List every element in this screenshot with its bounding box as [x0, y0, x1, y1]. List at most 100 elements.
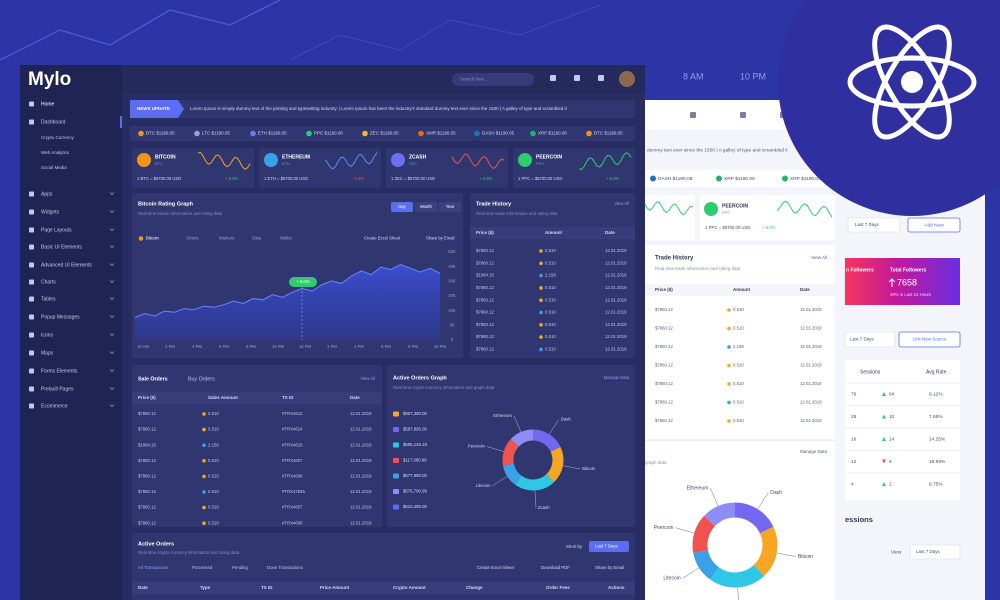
table-cell: $7860.12: [476, 347, 495, 352]
ticker-item: ETH $1190.05: [258, 131, 287, 136]
card-title: Active Orders Graph: [393, 375, 447, 381]
table-cell: 12.01.2019: [605, 273, 627, 278]
y-tick-label: 0: [451, 337, 454, 342]
table-cell: $1084.15: [476, 273, 495, 278]
donut-leader: [492, 476, 508, 486]
table-cell: 0.510: [208, 427, 219, 432]
table-cell: 12.01.2019: [350, 474, 372, 479]
orders-action: Create Excel Sheet: [477, 565, 515, 570]
coin-dot: [586, 130, 592, 137]
menu-chevron: [109, 333, 115, 337]
table-cell: $7860.12: [655, 381, 674, 386]
table-cell: $7860.12: [138, 520, 157, 525]
table-cell: $1084.15: [138, 442, 157, 447]
table-cell: 12.01.2019: [800, 344, 822, 349]
table-cell: $7860.12: [138, 489, 157, 494]
table-cell: #TRX4608: [282, 474, 303, 479]
donut-label: Bitcoin: [798, 554, 813, 560]
menu-chevron: [109, 280, 115, 284]
coin-rate: 1 ZEC = $5700.00 USD: [391, 176, 435, 181]
coin-dot: [138, 130, 144, 137]
ticker-item: PPC $1190.05: [314, 131, 343, 136]
table-cell: 12.01.2019: [800, 363, 822, 368]
table-cell: 0.510: [208, 474, 219, 479]
coin-dot: [306, 130, 312, 137]
menu-icon: [29, 227, 34, 233]
coin-symbol: PPC: [722, 210, 730, 215]
followers-note: 48% in Last 24 Hours: [890, 292, 931, 297]
amount-dot: [202, 427, 206, 432]
x-tick-label: 4 PM: [192, 344, 202, 349]
table-cell: 12.01.2019: [605, 297, 627, 302]
add-button[interactable]: [907, 217, 961, 233]
ticker-item: BTC $1190.05: [594, 131, 623, 136]
donut-label: Peercoin: [654, 525, 674, 531]
table-header: [132, 392, 382, 404]
coin-symbol: ZEC: [409, 161, 417, 166]
donut-leader: [486, 446, 504, 452]
table-cell: 0.510: [733, 418, 744, 423]
x-tick-label: 8 PM: [408, 344, 418, 349]
table-cell: $7860.12: [655, 344, 674, 349]
amount-dot: [727, 419, 731, 423]
y-tick-label: 40K: [448, 264, 456, 269]
avatar: [619, 71, 635, 87]
legend-amount: $596,146.18: [403, 442, 428, 447]
trend-arrow: [882, 392, 886, 396]
table-cell: 0.510: [545, 260, 556, 265]
amount-dot: [202, 412, 206, 416]
table-cell: 6: [889, 459, 892, 465]
table-cell: 12: [851, 459, 857, 465]
table-cell: $7860.12: [655, 363, 674, 368]
donut-segment: [532, 429, 561, 453]
donut-label: Litecoin: [476, 483, 491, 488]
table-cell: 0.510: [208, 505, 219, 510]
search-placeholder: Search here...: [460, 77, 488, 82]
orders-tab: Done Transactions: [267, 565, 303, 570]
table-cell: 0.510: [545, 334, 556, 339]
time-label: 10 PM: [740, 71, 766, 81]
sales-tab: Sale Orders: [138, 376, 168, 382]
menu-item: Tables: [41, 296, 56, 302]
menu-icon: [29, 386, 34, 392]
menu-icon: [29, 191, 34, 197]
period-button: [439, 202, 461, 212]
legend-amount: $957,380.00: [403, 411, 428, 416]
table-cell: $7860.12: [655, 326, 674, 331]
tooltip-text: + 6.0%: [296, 279, 310, 284]
menu-item: Dashboard: [41, 119, 66, 125]
sales-card: [132, 365, 382, 527]
sort-value: Last 7 Days: [595, 544, 618, 549]
column-header: Change: [466, 585, 483, 590]
table-cell: #TRX4607: [282, 458, 303, 463]
x-tick-label: 2 PM: [327, 344, 337, 349]
table-cell: 0.510: [733, 307, 744, 312]
table-header: [132, 582, 635, 594]
coin-card: [132, 148, 254, 188]
x-tick-label: 6 PM: [381, 344, 391, 349]
table-cell: 14.25%: [929, 436, 946, 442]
menu-chevron: [109, 387, 115, 391]
donut-segment: [510, 429, 534, 447]
link-button[interactable]: [898, 331, 961, 348]
graph-action: Create Excel Sheet: [364, 236, 401, 241]
menu-icon: [29, 350, 34, 356]
table-cell: #TRX47845: [282, 489, 306, 494]
table-cell: 0.510: [545, 297, 556, 302]
light-ticker: [645, 170, 835, 187]
table-cell: $7860.12: [138, 458, 157, 463]
menu-item: Widgets: [41, 209, 60, 215]
card-subtitle: Real time trade information and rating d…: [476, 211, 558, 216]
table-cell: 12.01.2019: [800, 307, 822, 312]
up-arrow: [888, 278, 896, 287]
table-cell: 7.65%: [929, 414, 943, 420]
logo: Mylo: [28, 69, 71, 90]
dropdown: [844, 331, 896, 348]
column-header: Sessions: [860, 369, 881, 375]
bg-line: [0, 0, 281, 61]
legend-swatch: [393, 489, 399, 494]
menu-item: Maps: [41, 350, 54, 356]
menu-chevron: [109, 351, 115, 355]
table-cell: 2.158: [208, 442, 219, 447]
